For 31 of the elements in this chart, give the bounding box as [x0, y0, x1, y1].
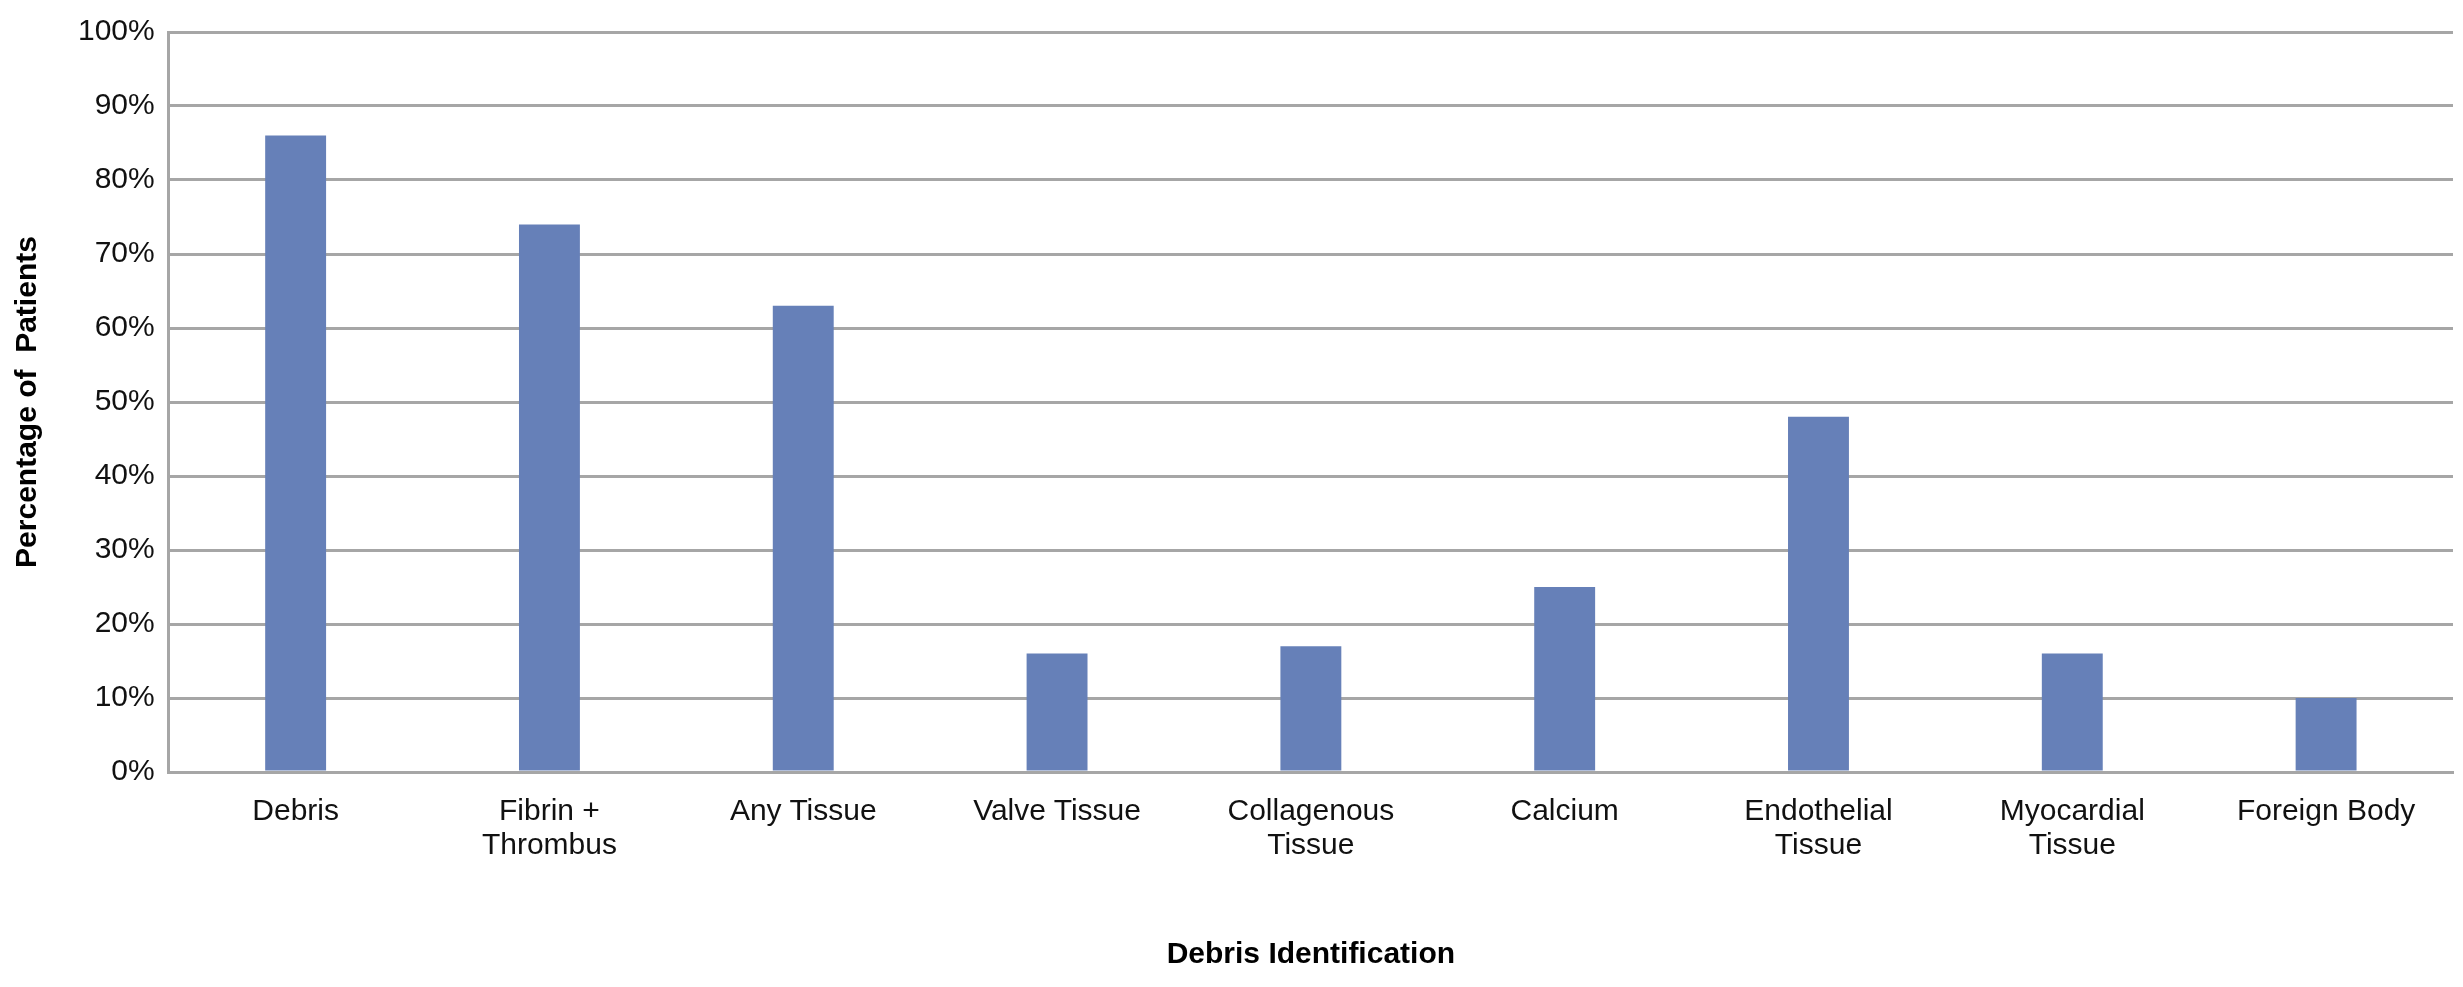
x-tick-label: Debris	[252, 792, 339, 826]
y-tick-label: 40%	[94, 457, 155, 491]
bar	[518, 224, 580, 771]
bar	[1280, 646, 1342, 771]
bar	[1788, 416, 1849, 771]
x-tick-label: Any Tissue	[729, 792, 877, 826]
x-tick-label: Endothelial Tissue	[1744, 792, 1893, 861]
y-axis-title: Percentage of Patients	[9, 236, 43, 568]
y-tick-label: 70%	[94, 235, 155, 269]
bar	[1026, 653, 1088, 771]
y-tick-label: 80%	[94, 161, 155, 195]
bar	[2041, 653, 2103, 771]
y-tick-label: 10%	[94, 679, 155, 713]
y-tick-label: 0%	[111, 753, 155, 787]
y-tick-label: 60%	[94, 309, 155, 343]
bar	[2295, 698, 2357, 771]
bar	[265, 135, 327, 771]
x-tick-label: Calcium	[1510, 792, 1619, 826]
x-tick-label: Valve Tissue	[973, 792, 1141, 826]
x-axis-title: Debris Identification	[1166, 936, 1456, 970]
y-tick-label: 50%	[94, 383, 155, 417]
y-tick-label: 30%	[94, 531, 155, 565]
y-tick-label: 100%	[77, 13, 155, 47]
bar	[1534, 587, 1596, 771]
bar	[772, 305, 834, 771]
x-tick-label: Collagenous Tissue	[1227, 792, 1395, 861]
x-tick-label: Fibrin + Thrombus	[481, 792, 617, 861]
x-tick-label: Foreign Body	[2236, 792, 2416, 826]
x-tick-label: Myocardial Tissue	[1999, 792, 2145, 861]
y-tick-label: 90%	[94, 87, 155, 121]
y-tick-label: 20%	[94, 605, 155, 639]
